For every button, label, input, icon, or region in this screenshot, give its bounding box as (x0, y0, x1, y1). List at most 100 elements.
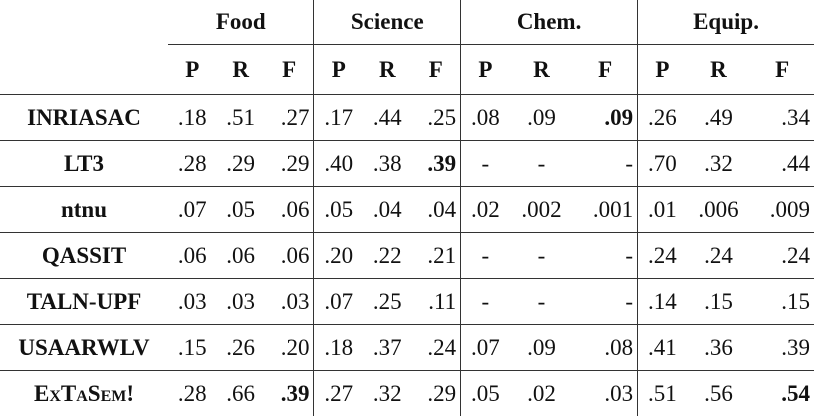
score-cell: .24 (750, 233, 814, 279)
score-cell: .51 (216, 95, 264, 141)
score-cell: .70 (638, 141, 687, 187)
score-cell: .07 (168, 187, 216, 233)
group-header: Science (314, 0, 461, 45)
score-cell: .49 (687, 95, 751, 141)
table-row: ntnu.07.05.06.05.04.04.02.002.001.01.006… (0, 187, 814, 233)
score-cell: .05 (216, 187, 264, 233)
metric-header: F (750, 45, 814, 95)
score-cell: .06 (265, 233, 314, 279)
table-row: QASSIT.06.06.06.20.22.21---.24.24.24 (0, 233, 814, 279)
metric-header: R (363, 45, 411, 95)
score-cell: .08 (573, 325, 637, 371)
score-cell: - (573, 141, 637, 187)
score-cell: .51 (638, 371, 687, 416)
metric-header: F (573, 45, 637, 95)
score-cell: .39 (750, 325, 814, 371)
metric-header: P (461, 45, 510, 95)
system-name: LT3 (0, 141, 168, 187)
score-cell: .27 (265, 95, 314, 141)
metric-header: R (216, 45, 264, 95)
score-cell: - (510, 279, 574, 325)
score-cell: .20 (314, 233, 363, 279)
score-cell: .05 (314, 187, 363, 233)
score-cell: .03 (265, 279, 314, 325)
score-cell: .41 (638, 325, 687, 371)
score-cell: .44 (363, 95, 411, 141)
score-cell: .29 (265, 141, 314, 187)
score-cell: .006 (687, 187, 751, 233)
score-cell: .17 (314, 95, 363, 141)
score-cell: - (573, 233, 637, 279)
score-cell: .05 (461, 371, 510, 416)
score-cell: .09 (510, 95, 574, 141)
score-cell: .03 (216, 279, 264, 325)
metric-header: F (265, 45, 314, 95)
score-cell: .07 (314, 279, 363, 325)
table-row: LT3.28.29.29.40.38.39---.70.32.44 (0, 141, 814, 187)
score-cell: .38 (363, 141, 411, 187)
score-cell: .39 (265, 371, 314, 416)
score-cell: .26 (638, 95, 687, 141)
score-cell: .09 (510, 325, 574, 371)
score-cell: .54 (750, 371, 814, 416)
score-cell: - (461, 279, 510, 325)
table-row: TALN-UPF.03.03.03.07.25.11---.14.15.15 (0, 279, 814, 325)
score-cell: - (461, 233, 510, 279)
group-header: Food (168, 0, 314, 45)
system-name: ntnu (0, 187, 168, 233)
score-cell: .001 (573, 187, 637, 233)
score-cell: .25 (412, 95, 461, 141)
score-cell: .03 (168, 279, 216, 325)
score-cell: .08 (461, 95, 510, 141)
score-cell: .04 (363, 187, 411, 233)
metric-header: P (638, 45, 687, 95)
score-cell: .06 (168, 233, 216, 279)
score-cell: .02 (510, 371, 574, 416)
metric-header: P (314, 45, 363, 95)
score-cell: .32 (363, 371, 411, 416)
score-cell: .32 (687, 141, 751, 187)
score-cell: .03 (573, 371, 637, 416)
corner-cell (0, 45, 168, 95)
score-cell: .06 (216, 233, 264, 279)
score-cell: .28 (168, 141, 216, 187)
score-cell: .09 (573, 95, 637, 141)
table-row: ExTaSem!.28.66.39.27.32.29.05.02.03.51.5… (0, 371, 814, 416)
score-cell: .24 (638, 233, 687, 279)
table-row: USAARWLV.15.26.20.18.37.24.07.09.08.41.3… (0, 325, 814, 371)
score-cell: .25 (363, 279, 411, 325)
table-row: INRIASAC.18.51.27.17.44.25.08.09.09.26.4… (0, 95, 814, 141)
score-cell: .36 (687, 325, 751, 371)
score-cell: .15 (168, 325, 216, 371)
score-cell: .56 (687, 371, 751, 416)
score-cell: .39 (412, 141, 461, 187)
system-name: USAARWLV (0, 325, 168, 371)
score-cell: .15 (750, 279, 814, 325)
system-name: INRIASAC (0, 95, 168, 141)
score-cell: .009 (750, 187, 814, 233)
group-header: Equip. (638, 0, 814, 45)
score-cell: .34 (750, 95, 814, 141)
system-name: ExTaSem! (0, 371, 168, 416)
score-cell: .002 (510, 187, 574, 233)
score-cell: .20 (265, 325, 314, 371)
score-cell: .27 (314, 371, 363, 416)
score-cell: .18 (168, 95, 216, 141)
score-cell: - (461, 141, 510, 187)
corner-cell (0, 0, 168, 45)
score-cell: - (510, 141, 574, 187)
score-cell: .28 (168, 371, 216, 416)
score-cell: .44 (750, 141, 814, 187)
score-cell: .40 (314, 141, 363, 187)
metric-header: R (687, 45, 751, 95)
score-cell: .37 (363, 325, 411, 371)
score-cell: .29 (216, 141, 264, 187)
metric-header: R (510, 45, 574, 95)
score-cell: .04 (412, 187, 461, 233)
score-cell: .18 (314, 325, 363, 371)
score-cell: .11 (412, 279, 461, 325)
system-name: TALN-UPF (0, 279, 168, 325)
score-cell: - (573, 279, 637, 325)
score-cell: .24 (687, 233, 751, 279)
